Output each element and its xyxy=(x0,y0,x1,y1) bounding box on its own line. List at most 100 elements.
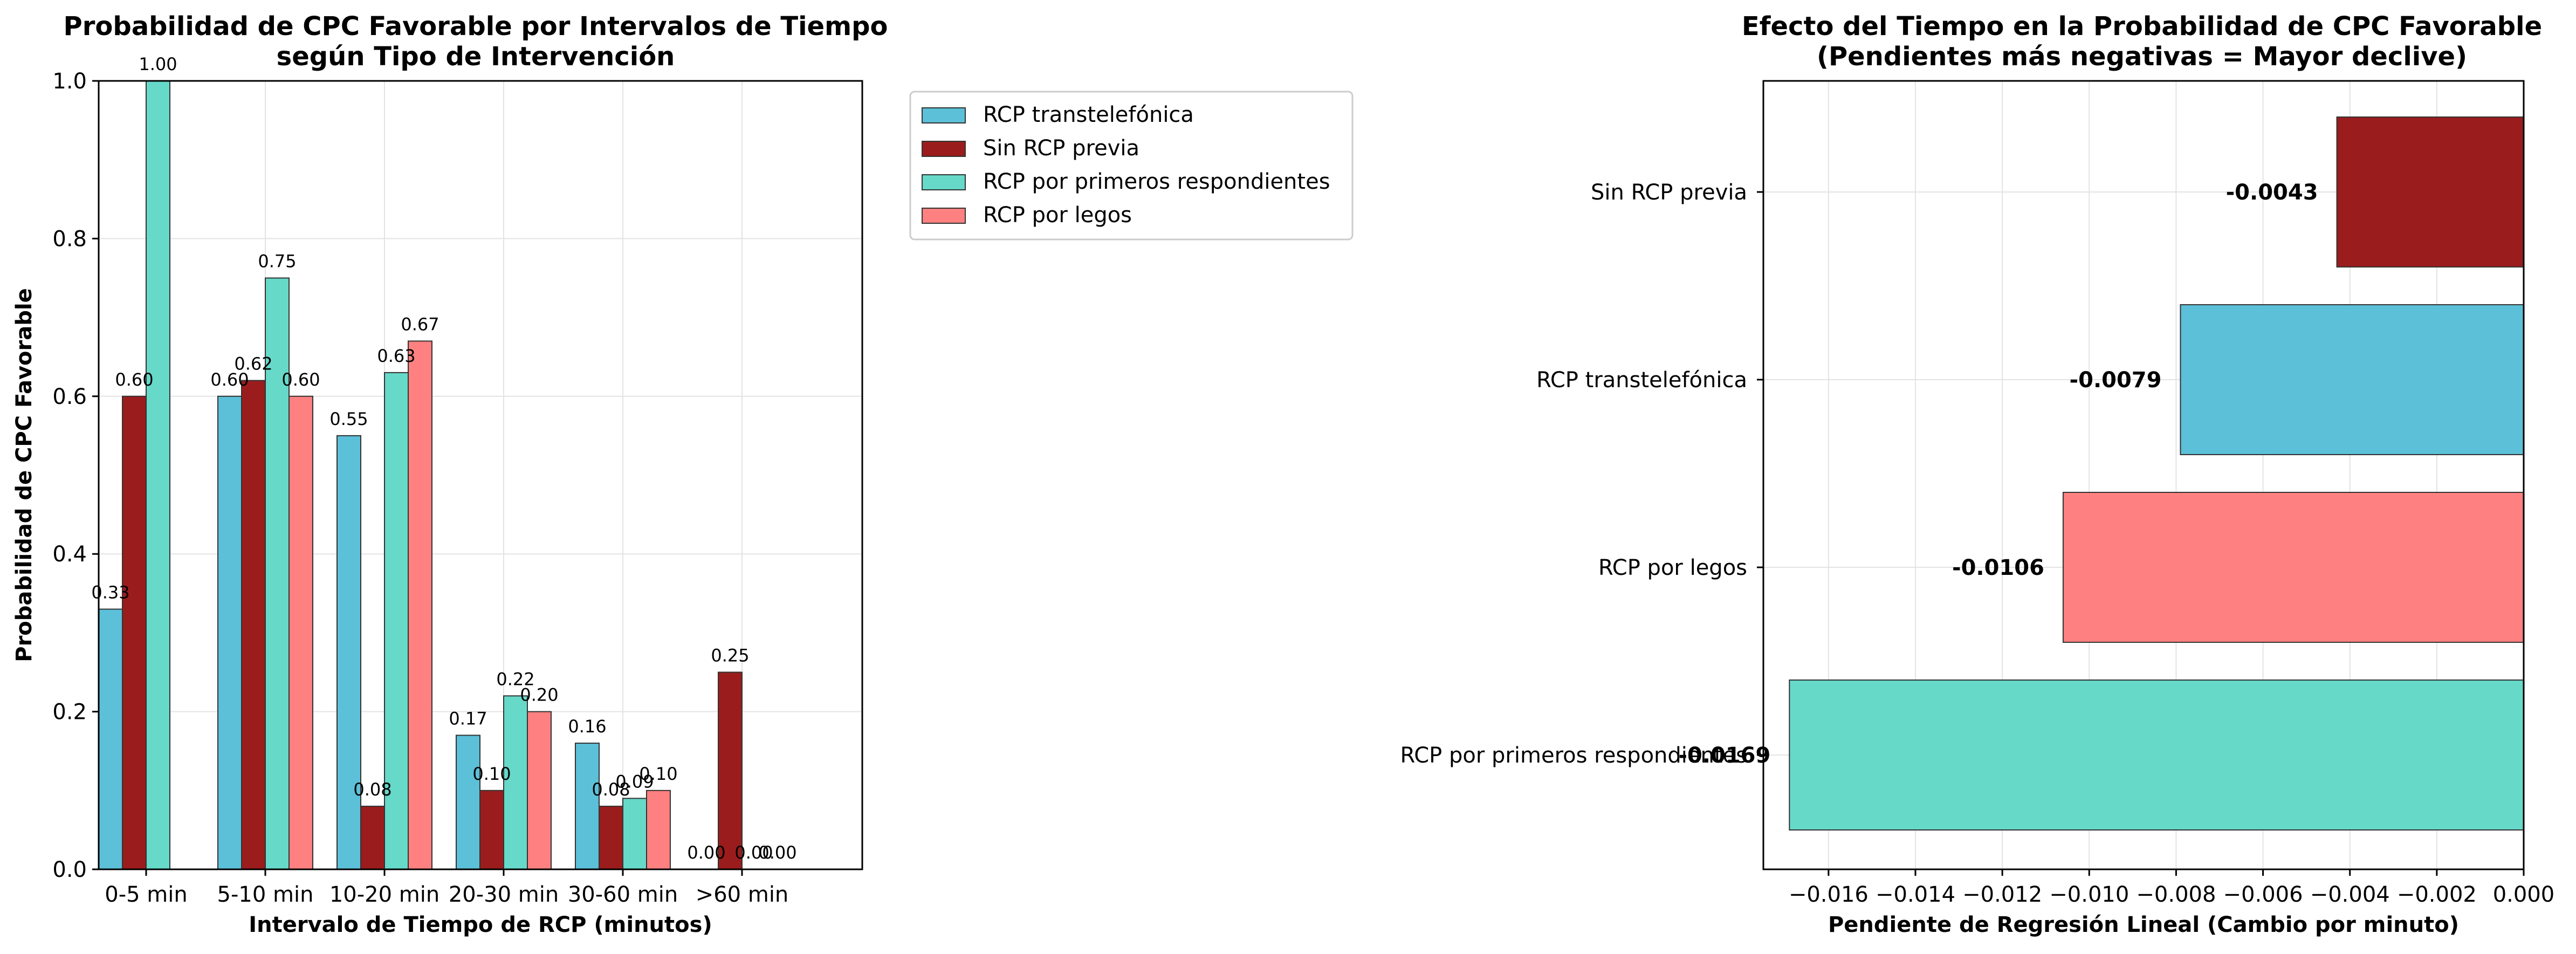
legend-swatch xyxy=(922,107,966,123)
right-y-tick-label: RCP por legos xyxy=(1598,555,1747,580)
left-bar-value-label: 0.00 xyxy=(687,842,725,863)
left-bar-value-label: 0.10 xyxy=(472,764,511,784)
right-bar xyxy=(2336,116,2525,267)
left-y-tick-label: 0.2 xyxy=(52,700,87,725)
left-bar xyxy=(646,790,671,870)
left-bar-value-label: 0.75 xyxy=(258,251,296,272)
legend-label: RCP transtelefónica xyxy=(983,102,1194,127)
left-bar-value-label: 0.67 xyxy=(401,314,439,334)
left-bar xyxy=(527,711,552,870)
right-plot-frame xyxy=(1762,80,2525,870)
left-chart-data-labels: 0.330.600.550.17 0.160.000.600.620.080.10… xyxy=(91,54,796,863)
right-bar-value-label: -0.0043 xyxy=(2226,180,2318,205)
left-y-axis-label: Probabilidad de CPC Favorable xyxy=(12,288,37,662)
right-x-ticks: −0.016 −0.014 −0.012 −0.010 −0.008 −0.006 −0.0… xyxy=(1789,869,2554,907)
left-x-tick-label: 10-20 min xyxy=(329,882,439,907)
right-chart-title: Efecto del Tiempo en la Probabilidad de … xyxy=(1742,11,2542,72)
right-chart-bars xyxy=(1789,116,2525,831)
left-bar-value-label: 0.00 xyxy=(734,842,773,863)
right-bar-value-label: -0.0106 xyxy=(1952,555,2044,580)
left-x-tick-label: 20-30 min xyxy=(449,882,559,907)
left-y-tick-label: 0.4 xyxy=(52,542,87,567)
left-y-tick-label: 1.0 xyxy=(52,69,87,94)
left-bar-value-label: 0.60 xyxy=(210,369,249,390)
left-chart-title: Probabilidad de CPC Favorable por Interv… xyxy=(64,11,888,72)
left-bar xyxy=(265,277,290,870)
left-bar-value-label: 0.62 xyxy=(234,354,272,374)
left-bar-value-label: 0.08 xyxy=(592,779,630,800)
left-y-tick-label: 0.0 xyxy=(52,857,87,882)
left-bar-value-label: 0.10 xyxy=(639,764,677,784)
right-x-tick-label: −0.012 xyxy=(1962,882,2042,907)
left-bar-value-label: 0.33 xyxy=(91,582,129,603)
right-x-tick-label: −0.002 xyxy=(2397,882,2477,907)
left-bar xyxy=(503,695,528,870)
left-bar xyxy=(241,380,266,870)
left-bar xyxy=(336,435,361,870)
left-bar-value-label: 0.63 xyxy=(377,346,415,366)
legend-label: RCP por primeros respondientes xyxy=(983,169,1330,194)
left-bar-value-label: 0.60 xyxy=(115,369,153,390)
left-x-tick-label: 5-10 min xyxy=(217,882,314,907)
left-bar-value-label: 0.00 xyxy=(758,842,796,863)
right-bar xyxy=(2062,492,2524,643)
legend-label: RCP por legos xyxy=(983,203,1132,228)
left-bar-value-label: 1.00 xyxy=(139,54,177,74)
left-bar xyxy=(384,372,409,870)
left-bar-value-label: 0.17 xyxy=(449,708,487,729)
left-bar xyxy=(575,743,600,870)
left-y-tick-label: 0.8 xyxy=(52,227,87,251)
right-y-tick-label: RCP transtelefónica xyxy=(1536,368,1747,393)
left-bar xyxy=(360,806,385,870)
left-y-tick-label: 0.6 xyxy=(52,385,87,409)
left-bar xyxy=(622,798,647,870)
left-bar xyxy=(146,80,170,870)
right-x-tick-label: −0.016 xyxy=(1789,882,1869,907)
left-bar-value-label: 0.55 xyxy=(329,409,368,429)
left-x-tick-label: 30-60 min xyxy=(568,882,678,907)
legend-swatch xyxy=(922,174,966,190)
left-bar-value-label: 0.20 xyxy=(520,685,558,705)
right-chart-data-labels: -0.0043 -0.0079 -0.0106 -0.0169 xyxy=(1678,180,2318,768)
right-x-axis-label: Pendiente de Regresión Lineal (Cambio po… xyxy=(1828,912,2459,937)
right-x-tick-label: −0.010 xyxy=(2049,882,2129,907)
left-bar-value-label: 0.60 xyxy=(281,369,320,390)
right-bar xyxy=(1789,680,2524,831)
left-chart-legend: RCP transtelefónica Sin RCP previa RCP por… xyxy=(909,91,1354,241)
left-bar xyxy=(408,340,432,870)
right-bar xyxy=(2180,304,2524,455)
right-y-tick-label: RCP por primeros respondientes xyxy=(1400,743,1747,768)
left-x-tick-label: >60 min xyxy=(696,882,789,907)
left-bar-value-label: 0.16 xyxy=(568,716,606,737)
left-bar-value-label: 0.08 xyxy=(353,779,391,800)
right-y-tick-label: Sin RCP previa xyxy=(1591,180,1747,205)
right-chart: Efecto del Tiempo en la Probabilidad de … xyxy=(1400,11,2554,937)
left-bar xyxy=(98,608,123,870)
right-x-tick-label: −0.014 xyxy=(1876,882,1955,907)
legend-swatch xyxy=(922,208,966,224)
right-x-tick-label: −0.008 xyxy=(2136,882,2216,907)
left-y-ticks: 0.0 0.2 0.4 0.6 0.8 1.0 xyxy=(52,69,99,882)
left-x-ticks: 0-5 min 5-10 min 10-20 min 20-30 min 30-60 m… xyxy=(105,869,788,907)
right-x-tick-label: −0.004 xyxy=(2310,882,2390,907)
legend-box xyxy=(909,91,1354,241)
left-plot-frame xyxy=(98,80,863,870)
right-x-tick-label: 0.000 xyxy=(2493,882,2555,907)
legend-label: Sin RCP previa xyxy=(983,136,1139,161)
right-x-tick-label: −0.006 xyxy=(2223,882,2303,907)
left-chart: Probabilidad de CPC Favorable por Interv… xyxy=(12,11,1354,937)
right-bar-value-label: -0.0079 xyxy=(2070,368,2162,393)
left-bar xyxy=(288,395,313,870)
left-bar xyxy=(122,395,147,870)
left-bar xyxy=(479,790,504,870)
left-bar-value-label: 0.22 xyxy=(496,669,534,689)
legend-swatch xyxy=(922,141,966,157)
left-chart-bars xyxy=(98,80,743,870)
right-y-ticks: Sin RCP previa RCP transtelefónica RCP por… xyxy=(1400,180,1763,768)
left-bar-value-label: 0.25 xyxy=(711,646,749,666)
left-bar-value-label: 0.09 xyxy=(615,771,654,792)
right-bar-value-label: -0.0169 xyxy=(1678,743,1770,768)
left-bar xyxy=(718,671,743,870)
left-bar xyxy=(599,806,623,870)
